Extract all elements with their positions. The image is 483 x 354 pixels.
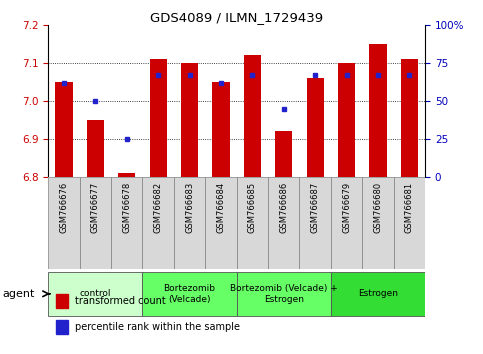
Text: GSM766676: GSM766676 <box>59 182 69 233</box>
Bar <box>307 78 324 177</box>
Bar <box>331 272 425 316</box>
Text: GSM766683: GSM766683 <box>185 182 194 233</box>
Text: GSM766681: GSM766681 <box>405 182 414 233</box>
Bar <box>362 177 394 269</box>
Bar <box>394 177 425 269</box>
Bar <box>401 59 418 177</box>
Bar <box>57 294 68 308</box>
Bar <box>56 82 72 177</box>
Bar <box>268 177 299 269</box>
Bar <box>48 177 80 269</box>
Text: GSM766682: GSM766682 <box>154 182 163 233</box>
Text: GSM766677: GSM766677 <box>91 182 100 233</box>
Bar <box>181 63 198 177</box>
Bar <box>118 173 135 177</box>
Text: Estrogen: Estrogen <box>358 289 398 298</box>
Text: control: control <box>80 289 111 298</box>
Text: percentile rank within the sample: percentile rank within the sample <box>75 321 240 332</box>
Text: transformed count: transformed count <box>75 296 166 306</box>
Bar <box>48 272 142 316</box>
Bar <box>174 177 205 269</box>
Bar <box>57 320 68 333</box>
Text: GSM766680: GSM766680 <box>373 182 383 233</box>
Bar <box>237 177 268 269</box>
Bar <box>213 82 229 177</box>
Bar <box>142 177 174 269</box>
Bar <box>275 131 292 177</box>
Bar <box>142 272 237 316</box>
Text: agent: agent <box>2 289 35 299</box>
Bar <box>237 272 331 316</box>
Bar <box>80 177 111 269</box>
Bar <box>87 120 104 177</box>
Title: GDS4089 / ILMN_1729439: GDS4089 / ILMN_1729439 <box>150 11 323 24</box>
Text: GSM766679: GSM766679 <box>342 182 351 233</box>
Text: GSM766686: GSM766686 <box>279 182 288 233</box>
Bar <box>150 59 167 177</box>
Bar <box>338 63 355 177</box>
Bar <box>111 177 142 269</box>
Text: GSM766687: GSM766687 <box>311 182 320 233</box>
Bar <box>369 44 386 177</box>
Bar <box>244 55 261 177</box>
Text: GSM766684: GSM766684 <box>216 182 226 233</box>
Text: GSM766685: GSM766685 <box>248 182 257 233</box>
Bar <box>299 177 331 269</box>
Text: Bortezomib
(Velcade): Bortezomib (Velcade) <box>164 284 215 303</box>
Bar <box>205 177 237 269</box>
Text: Bortezomib (Velcade) +
Estrogen: Bortezomib (Velcade) + Estrogen <box>230 284 338 303</box>
Bar <box>331 177 362 269</box>
Text: GSM766678: GSM766678 <box>122 182 131 233</box>
